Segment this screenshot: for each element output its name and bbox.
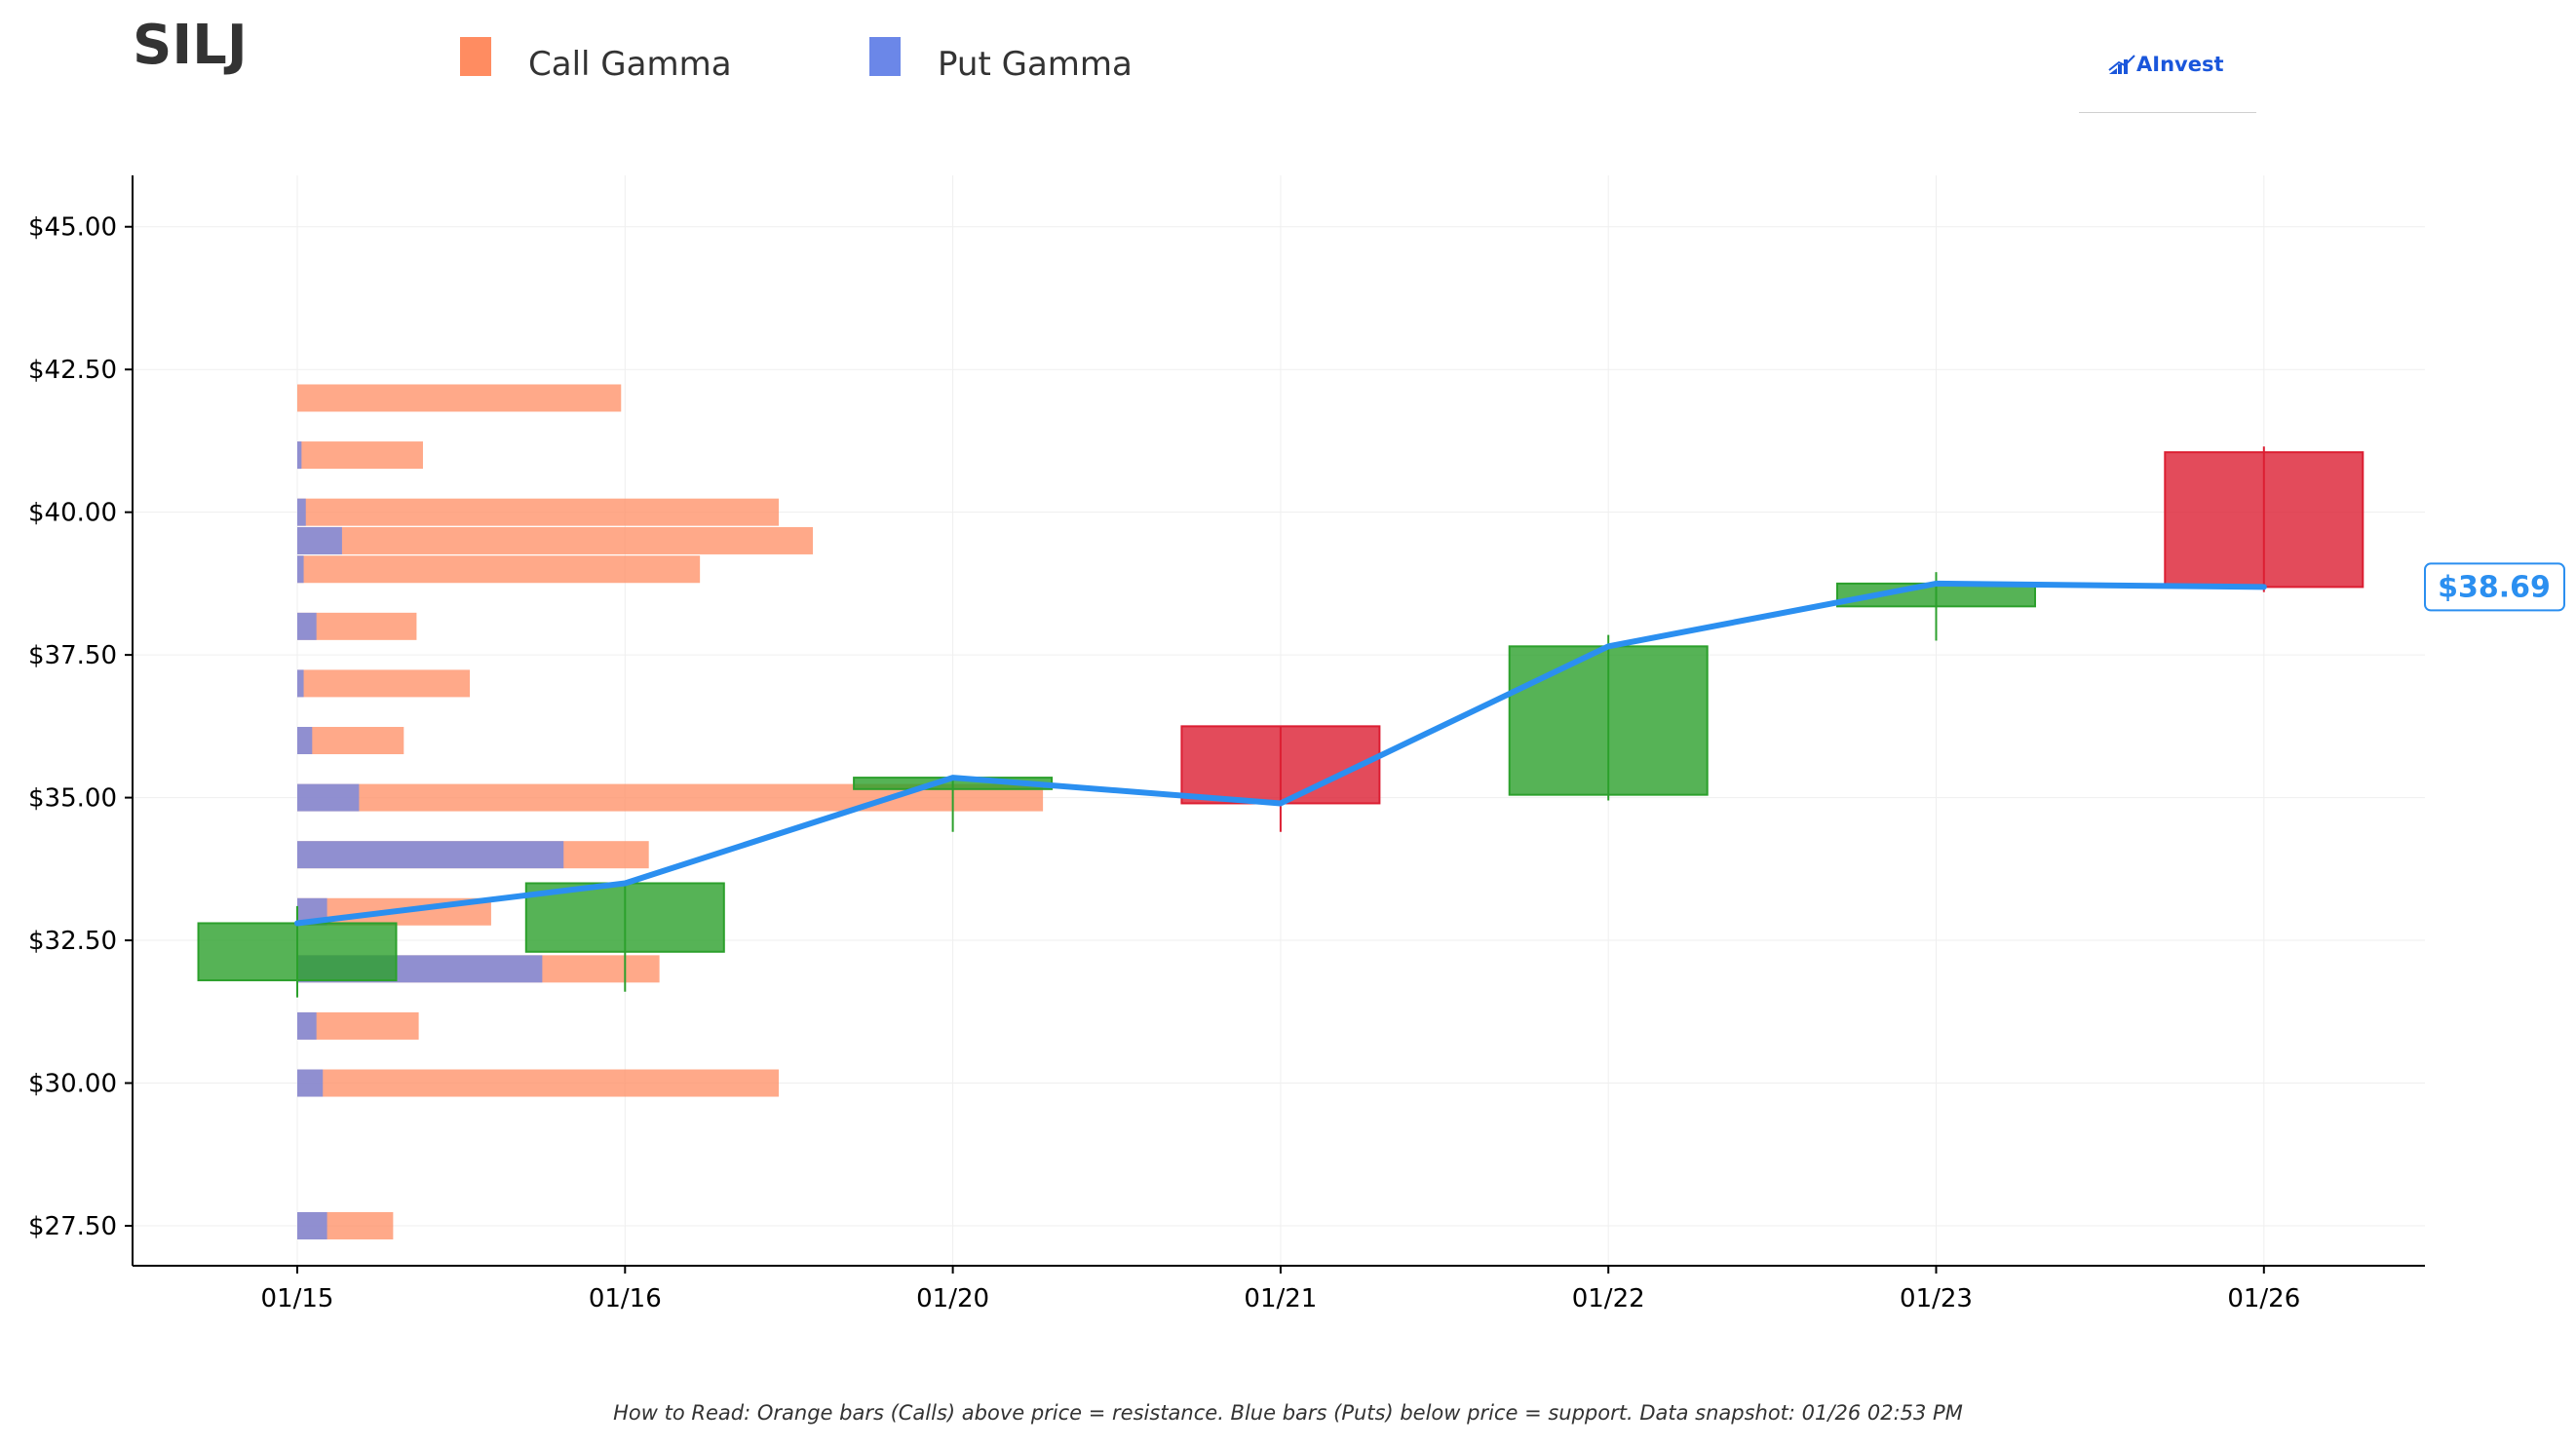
how-to-read-note: How to Read: Orange bars (Calls) above p… <box>613 1401 1963 1425</box>
y-tick-label: $35.00 <box>28 784 117 814</box>
candle-down <box>1180 725 1381 805</box>
candles <box>197 446 2365 998</box>
y-tick-label: $30.00 <box>28 1070 117 1099</box>
call-gamma-bar <box>297 1011 419 1040</box>
x-tick-label: 01/20 <box>916 1284 989 1313</box>
call-gamma-bar <box>297 526 814 554</box>
put-gamma-bar <box>297 498 306 526</box>
put-gamma-bar <box>297 1211 327 1239</box>
put-gamma-bar <box>297 841 564 869</box>
x-tick-label: 01/16 <box>589 1284 662 1313</box>
candle-up <box>524 882 725 953</box>
call-gamma-bar <box>297 555 701 584</box>
brand-name: AInvest <box>2136 53 2224 76</box>
put-gamma-bar <box>297 555 304 584</box>
close-price-line <box>294 580 2267 927</box>
call-gamma-bar <box>297 441 423 470</box>
axes: $27.50 $30.00 $32.50 $35.00 $37.50 $40.00 $42.… <box>28 175 2425 1313</box>
put-gamma-bar <box>297 783 360 812</box>
grid-lines <box>133 175 2425 1266</box>
call-gamma-bar <box>297 669 471 698</box>
last-price-label-box <box>2424 562 2565 612</box>
put-gamma-bar <box>297 669 304 698</box>
call-gamma-bar <box>297 1069 780 1097</box>
call-gamma-bar <box>297 727 404 755</box>
price-label-group: $38.69 <box>2424 562 2565 612</box>
brand-chart-icon <box>2108 55 2135 74</box>
brand-logo <box>2079 39 2254 113</box>
put-gamma-legend-swatch <box>869 37 901 76</box>
brand-divider <box>2079 112 2256 113</box>
put-gamma-bar <box>297 727 313 755</box>
candle-up <box>197 922 398 982</box>
last-price-label: $38.69 <box>2438 570 2551 604</box>
x-tick-label: 01/22 <box>1572 1284 1645 1313</box>
put-gamma-bar <box>297 526 342 554</box>
put-gamma-legend-label: Put Gamma <box>938 45 1133 84</box>
x-tick-label: 01/23 <box>1900 1284 1973 1313</box>
call-gamma-bar <box>297 498 780 526</box>
y-tick-label: $27.50 <box>28 1212 117 1241</box>
y-tick-label: $42.50 <box>28 356 117 385</box>
put-gamma-bar <box>297 612 317 640</box>
candle-up <box>1508 645 1709 796</box>
put-gamma-bar <box>297 441 302 470</box>
close-price-line-group <box>294 580 2267 927</box>
x-tick-label: 01/15 <box>261 1284 334 1313</box>
call-gamma-bar <box>297 612 417 640</box>
x-tick-label: 01/26 <box>2227 1284 2300 1313</box>
call-gamma-legend-swatch <box>460 37 491 76</box>
ticker-title: SILJ <box>133 14 248 77</box>
put-gamma-bar <box>297 1069 324 1097</box>
put-gamma-bar <box>297 1011 317 1040</box>
y-tick-label: $37.50 <box>28 641 117 670</box>
call-gamma-bar <box>297 384 622 412</box>
call-gamma-legend-label: Call Gamma <box>528 45 732 84</box>
y-tick-label: $40.00 <box>28 499 117 528</box>
y-tick-label: $45.00 <box>28 213 117 243</box>
y-tick-label: $32.50 <box>28 927 117 956</box>
x-tick-label: 01/21 <box>1244 1284 1317 1313</box>
candle-down <box>2164 451 2365 589</box>
